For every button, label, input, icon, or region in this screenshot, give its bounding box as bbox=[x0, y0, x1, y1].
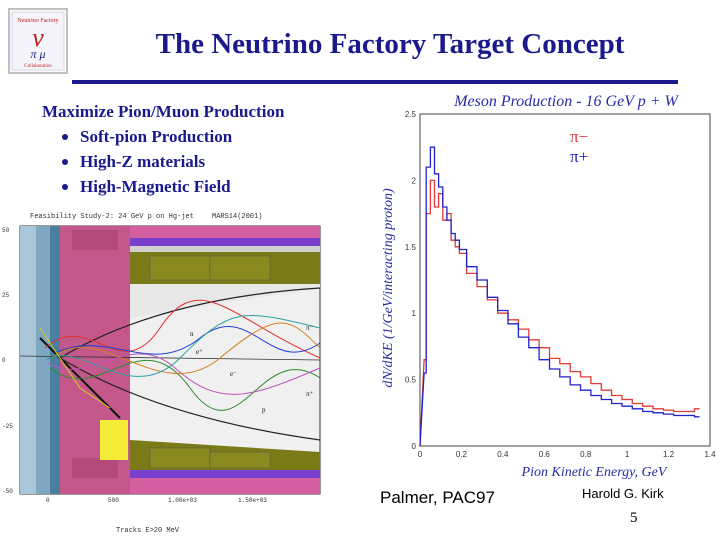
particle-track bbox=[54, 326, 321, 355]
logo-bottom-text: Collaboration bbox=[24, 64, 52, 69]
particle-track bbox=[51, 322, 321, 374]
x-tick-label: 0.4 bbox=[497, 450, 509, 459]
x-tick-label: 1.4 bbox=[704, 450, 716, 459]
y-tick-label: 1 bbox=[412, 309, 417, 318]
target-simulation-figure: Feasibility Study-2: 24 GeV p on Hg-jet … bbox=[0, 208, 330, 540]
particle-track bbox=[44, 299, 321, 359]
y-tick-label: 1.5 bbox=[405, 243, 417, 252]
bullet-list: Soft-pion Production High-Z materials Hi… bbox=[42, 127, 284, 197]
particle-label: e⁻ bbox=[230, 370, 237, 378]
shield-block bbox=[36, 226, 50, 494]
chart-y-ticks: 0 0.5 1 1.5 2 2.5 bbox=[405, 110, 417, 451]
bullet-item: High-Z materials bbox=[62, 152, 284, 172]
sim-y-tick: -50 bbox=[2, 488, 13, 495]
shield-block bbox=[20, 226, 36, 494]
chart-title: Meson Production - 16 GeV p + W bbox=[453, 93, 679, 110]
particle-label: e⁺ bbox=[196, 348, 203, 356]
bullet-item: High-Magnetic Field bbox=[62, 177, 284, 197]
y-tick-label: 0 bbox=[412, 442, 417, 451]
sim-y-tick: 0 bbox=[2, 357, 6, 364]
sim-x-tick: 1.50e+03 bbox=[238, 497, 267, 504]
bullet-section: Maximize Pion/Muon Production Soft-pion … bbox=[42, 102, 284, 202]
particle-label: π⁻ bbox=[306, 324, 314, 332]
bullet-dot-icon bbox=[62, 159, 68, 165]
x-tick-label: 1 bbox=[625, 450, 630, 459]
x-tick-label: 1.2 bbox=[663, 450, 675, 459]
bullet-dot-icon bbox=[62, 184, 68, 190]
intro-line: Maximize Pion/Muon Production bbox=[42, 102, 285, 121]
logo-pi-mu-symbol: π μ bbox=[30, 47, 45, 61]
sim-y-tick: 25 bbox=[2, 292, 10, 299]
chart-frame bbox=[419, 113, 711, 447]
page-number: 5 bbox=[630, 510, 638, 526]
x-tick-label: 0.8 bbox=[580, 450, 592, 459]
legend-entry-pi-minus: π− bbox=[570, 127, 588, 146]
sim-x-tick: 0 bbox=[46, 497, 50, 504]
x-tick-label: 0.2 bbox=[456, 450, 468, 459]
meson-production-chart: Meson Production - 16 GeV p + W dN/dKE (… bbox=[378, 88, 718, 488]
x-tick-label: 0.6 bbox=[539, 450, 551, 459]
particle-track bbox=[47, 353, 321, 395]
author-name: Harold G. Kirk bbox=[582, 486, 664, 501]
simulation-footer: Tracks E>20 MeV bbox=[116, 527, 180, 535]
logo-nu-symbol: ν bbox=[32, 23, 44, 52]
y-tick-label: 0.5 bbox=[405, 376, 417, 385]
y-tick-label: 2 bbox=[412, 176, 417, 185]
simulation-header: Feasibility Study-2: 24 GeV p on Hg-jet bbox=[30, 213, 194, 221]
logo-top-text: Neutrino Factory bbox=[17, 18, 58, 24]
chart-y-label: dN/dKE (1/GeV/interacting proton) bbox=[381, 188, 396, 388]
slide-title: The Neutrino Factory Target Concept bbox=[155, 28, 625, 60]
x-tick-label: 0 bbox=[418, 450, 423, 459]
particle-label: n bbox=[190, 330, 194, 338]
bullet-dot-icon bbox=[62, 134, 68, 140]
coil-layer bbox=[130, 238, 320, 246]
simulation-code-label: MARS14(2001) bbox=[212, 213, 262, 221]
collaboration-logo: Neutrino Factory ν π μ Collaboration bbox=[8, 8, 68, 74]
bullet-text: High-Magnetic Field bbox=[80, 177, 231, 196]
chart-x-ticks: 0 0.2 0.4 0.6 0.8 1 1.2 1.4 bbox=[418, 450, 716, 459]
particle-label: π⁺ bbox=[306, 390, 314, 398]
target-yellow-block bbox=[100, 420, 128, 460]
sim-y-tick: 50 bbox=[2, 227, 10, 234]
sim-y-tick: -25 bbox=[2, 423, 13, 430]
chart-series-group bbox=[419, 146, 700, 447]
chart-x-label: Pion Kinetic Energy, GeV bbox=[521, 465, 668, 480]
particle-track bbox=[45, 315, 321, 377]
particle-track bbox=[49, 359, 321, 411]
y-tick-label: 2.5 bbox=[405, 110, 417, 119]
bullet-text: High-Z materials bbox=[80, 152, 206, 171]
mercury-jet bbox=[39, 337, 121, 419]
sim-x-tick: 500 bbox=[108, 497, 119, 504]
citation: Palmer, PAC97 bbox=[380, 488, 495, 507]
shield-block bbox=[50, 226, 60, 494]
legend-entry-pi-plus: π+ bbox=[570, 147, 588, 166]
series-line-pi-plus bbox=[419, 146, 700, 447]
title-divider bbox=[72, 80, 678, 84]
bullet-text: Soft-pion Production bbox=[80, 127, 233, 146]
chart-legend: π− π+ bbox=[570, 127, 588, 166]
particle-label: p bbox=[262, 406, 266, 414]
bullet-item: Soft-pion Production bbox=[62, 127, 284, 147]
sim-x-tick: 1.00e+03 bbox=[168, 497, 197, 504]
